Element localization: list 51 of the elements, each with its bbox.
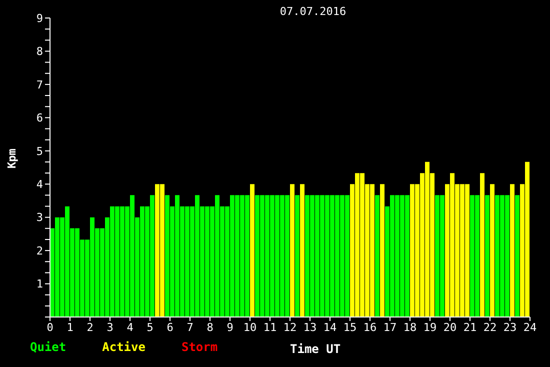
text: Active <box>102 340 146 354</box>
bar <box>295 195 300 317</box>
x-tick-label: 14 <box>323 320 337 334</box>
y-tick-label: 3 <box>36 211 43 224</box>
y-tick-label: 8 <box>36 45 43 58</box>
x-tick-label: 23 <box>503 320 517 334</box>
x-tick-label: 12 <box>283 320 297 334</box>
bar <box>515 195 520 317</box>
x-tick-label: 18 <box>403 320 417 334</box>
bar <box>375 195 380 317</box>
chart-title: 07.07.2016 <box>278 5 348 18</box>
x-tick-label: 20 <box>443 320 457 334</box>
y-tick-label: 7 <box>36 78 43 92</box>
x-tick-label: 16 <box>363 320 377 334</box>
x-tick-label: 4 <box>126 320 134 334</box>
x-tick-label: 5 <box>146 320 154 334</box>
x-axis-title: Time UT <box>290 342 341 356</box>
x-tick-label: 1 <box>66 320 74 334</box>
y-axis-title: Kpm <box>5 148 18 168</box>
x-tick-label: 17 <box>383 320 397 334</box>
x-tick-label: 7 <box>186 320 194 334</box>
x-tick-label: 8 <box>206 320 214 334</box>
x-tick-label: 11 <box>263 320 277 334</box>
bar <box>290 184 294 317</box>
y-tick-label: 1 <box>36 278 43 291</box>
y-tick-label: 9 <box>36 12 43 25</box>
y-tick-label: 5 <box>36 144 43 158</box>
x-tick-label: 3 <box>106 320 114 334</box>
y-tick-label: 6 <box>36 112 43 125</box>
x-tick-label: 21 <box>463 320 477 334</box>
bar <box>485 195 490 317</box>
bar <box>380 184 384 317</box>
bar <box>490 184 494 317</box>
x-tick-label: 13 <box>303 320 317 334</box>
x-tick-label: 15 <box>343 320 357 334</box>
x-tick-label: 19 <box>423 320 437 334</box>
x-tick-label: 10 <box>243 320 257 334</box>
series-label: Quiet <box>30 340 66 354</box>
y-tick-label: 2 <box>36 244 43 258</box>
x-tick-label: 24 <box>523 320 537 334</box>
x-tick-label: 0 <box>46 320 54 334</box>
y-tick-label: 4 <box>36 178 44 192</box>
bar <box>510 184 514 317</box>
x-tick-label: 9 <box>226 320 234 334</box>
legend-label: Storm <box>181 340 218 354</box>
x-tick-label: 6 <box>166 320 174 334</box>
bar <box>250 184 254 317</box>
bar <box>480 173 484 317</box>
x-tick-label: 22 <box>483 320 497 334</box>
bar <box>300 184 304 317</box>
x-tick-label: 2 <box>86 320 94 334</box>
